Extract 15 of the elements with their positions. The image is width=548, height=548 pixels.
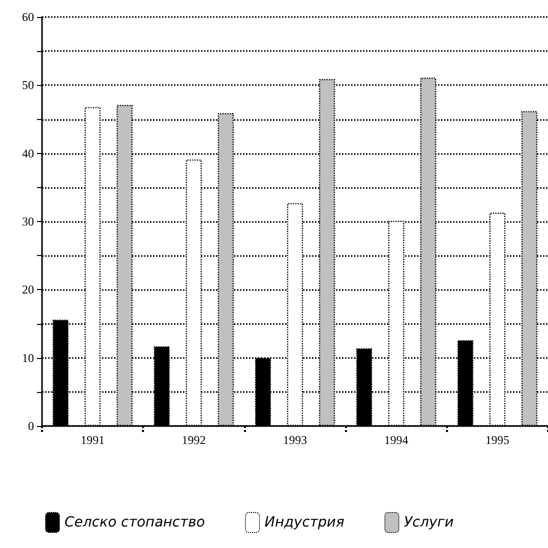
y-tick-label: 0	[28, 419, 34, 433]
y-tick-label: 20	[22, 282, 34, 297]
x-tick-label: 1995	[485, 433, 510, 447]
y-tick-label: 30	[22, 214, 34, 228]
x-tick-label: 1993	[283, 433, 307, 447]
legend-label: Услуги	[404, 514, 454, 530]
x-tick-label: 1991	[80, 433, 105, 447]
y-tick-label: 50	[22, 78, 34, 92]
y-tick-label: 40	[22, 146, 34, 160]
y-tick-label: 60	[22, 10, 34, 24]
x-tick-label: 1994	[384, 433, 408, 447]
legend-label: Селско стопанство	[64, 514, 205, 530]
y-tick-label: 10	[22, 350, 34, 365]
legend-label: Индустрия	[264, 514, 344, 530]
x-tick-label: 1992	[182, 433, 206, 447]
